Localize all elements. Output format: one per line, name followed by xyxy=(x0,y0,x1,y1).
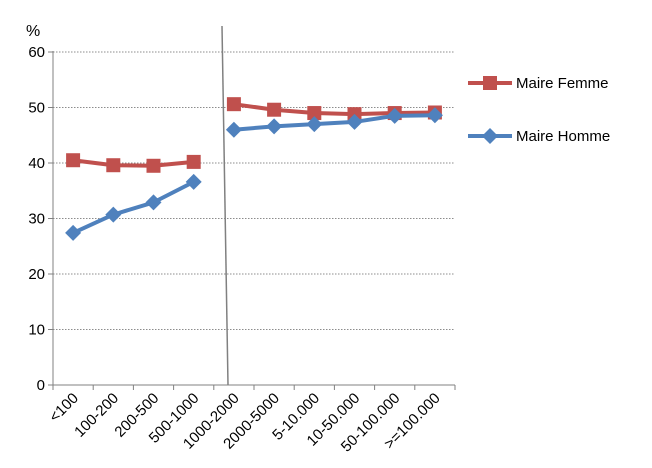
y-tick-label: 20 xyxy=(28,266,45,283)
data-point xyxy=(66,153,80,167)
category-divider xyxy=(222,26,228,385)
series-maire-homme xyxy=(65,107,443,241)
axes xyxy=(48,51,455,390)
series-maire-femme xyxy=(66,97,442,173)
legend-item: Maire Femme xyxy=(468,75,609,92)
data-point xyxy=(226,122,242,138)
data-point xyxy=(266,118,282,134)
data-point xyxy=(106,158,120,172)
legend-label: Maire Femme xyxy=(516,75,609,92)
legend-marker xyxy=(483,76,497,90)
legend-marker xyxy=(482,128,498,144)
y-tick-label: 30 xyxy=(28,211,45,228)
y-tick-label: 0 xyxy=(37,377,45,394)
x-tick-label: <100 xyxy=(46,390,82,426)
y-tick-label: 60 xyxy=(28,44,45,61)
series-line xyxy=(73,182,194,233)
data-point xyxy=(147,159,161,173)
y-tick-label: 50 xyxy=(28,100,45,117)
legend-item: Maire Homme xyxy=(468,128,610,145)
legend: Maire Femme Maire Homme xyxy=(468,75,610,145)
legend-label: Maire Homme xyxy=(516,128,610,145)
y-tick-labels: 0 10 20 30 40 50 60 xyxy=(28,44,45,394)
x-tick-labels: <100100-200200-500500-10001000-20002000-… xyxy=(46,390,444,456)
data-point xyxy=(186,174,202,190)
series-line xyxy=(234,115,435,129)
data-point xyxy=(146,194,162,210)
data-point xyxy=(227,97,241,111)
y-tick-label: 40 xyxy=(28,155,45,172)
data-point xyxy=(65,225,81,241)
series-line xyxy=(73,160,194,166)
gridlines xyxy=(53,52,455,330)
series-line xyxy=(234,104,435,114)
data-point xyxy=(267,103,281,117)
data-point xyxy=(187,155,201,169)
data-point xyxy=(105,207,121,223)
series-layer xyxy=(65,97,443,241)
y-axis-unit-label: % xyxy=(26,23,40,40)
y-tick-label: 10 xyxy=(28,322,45,339)
